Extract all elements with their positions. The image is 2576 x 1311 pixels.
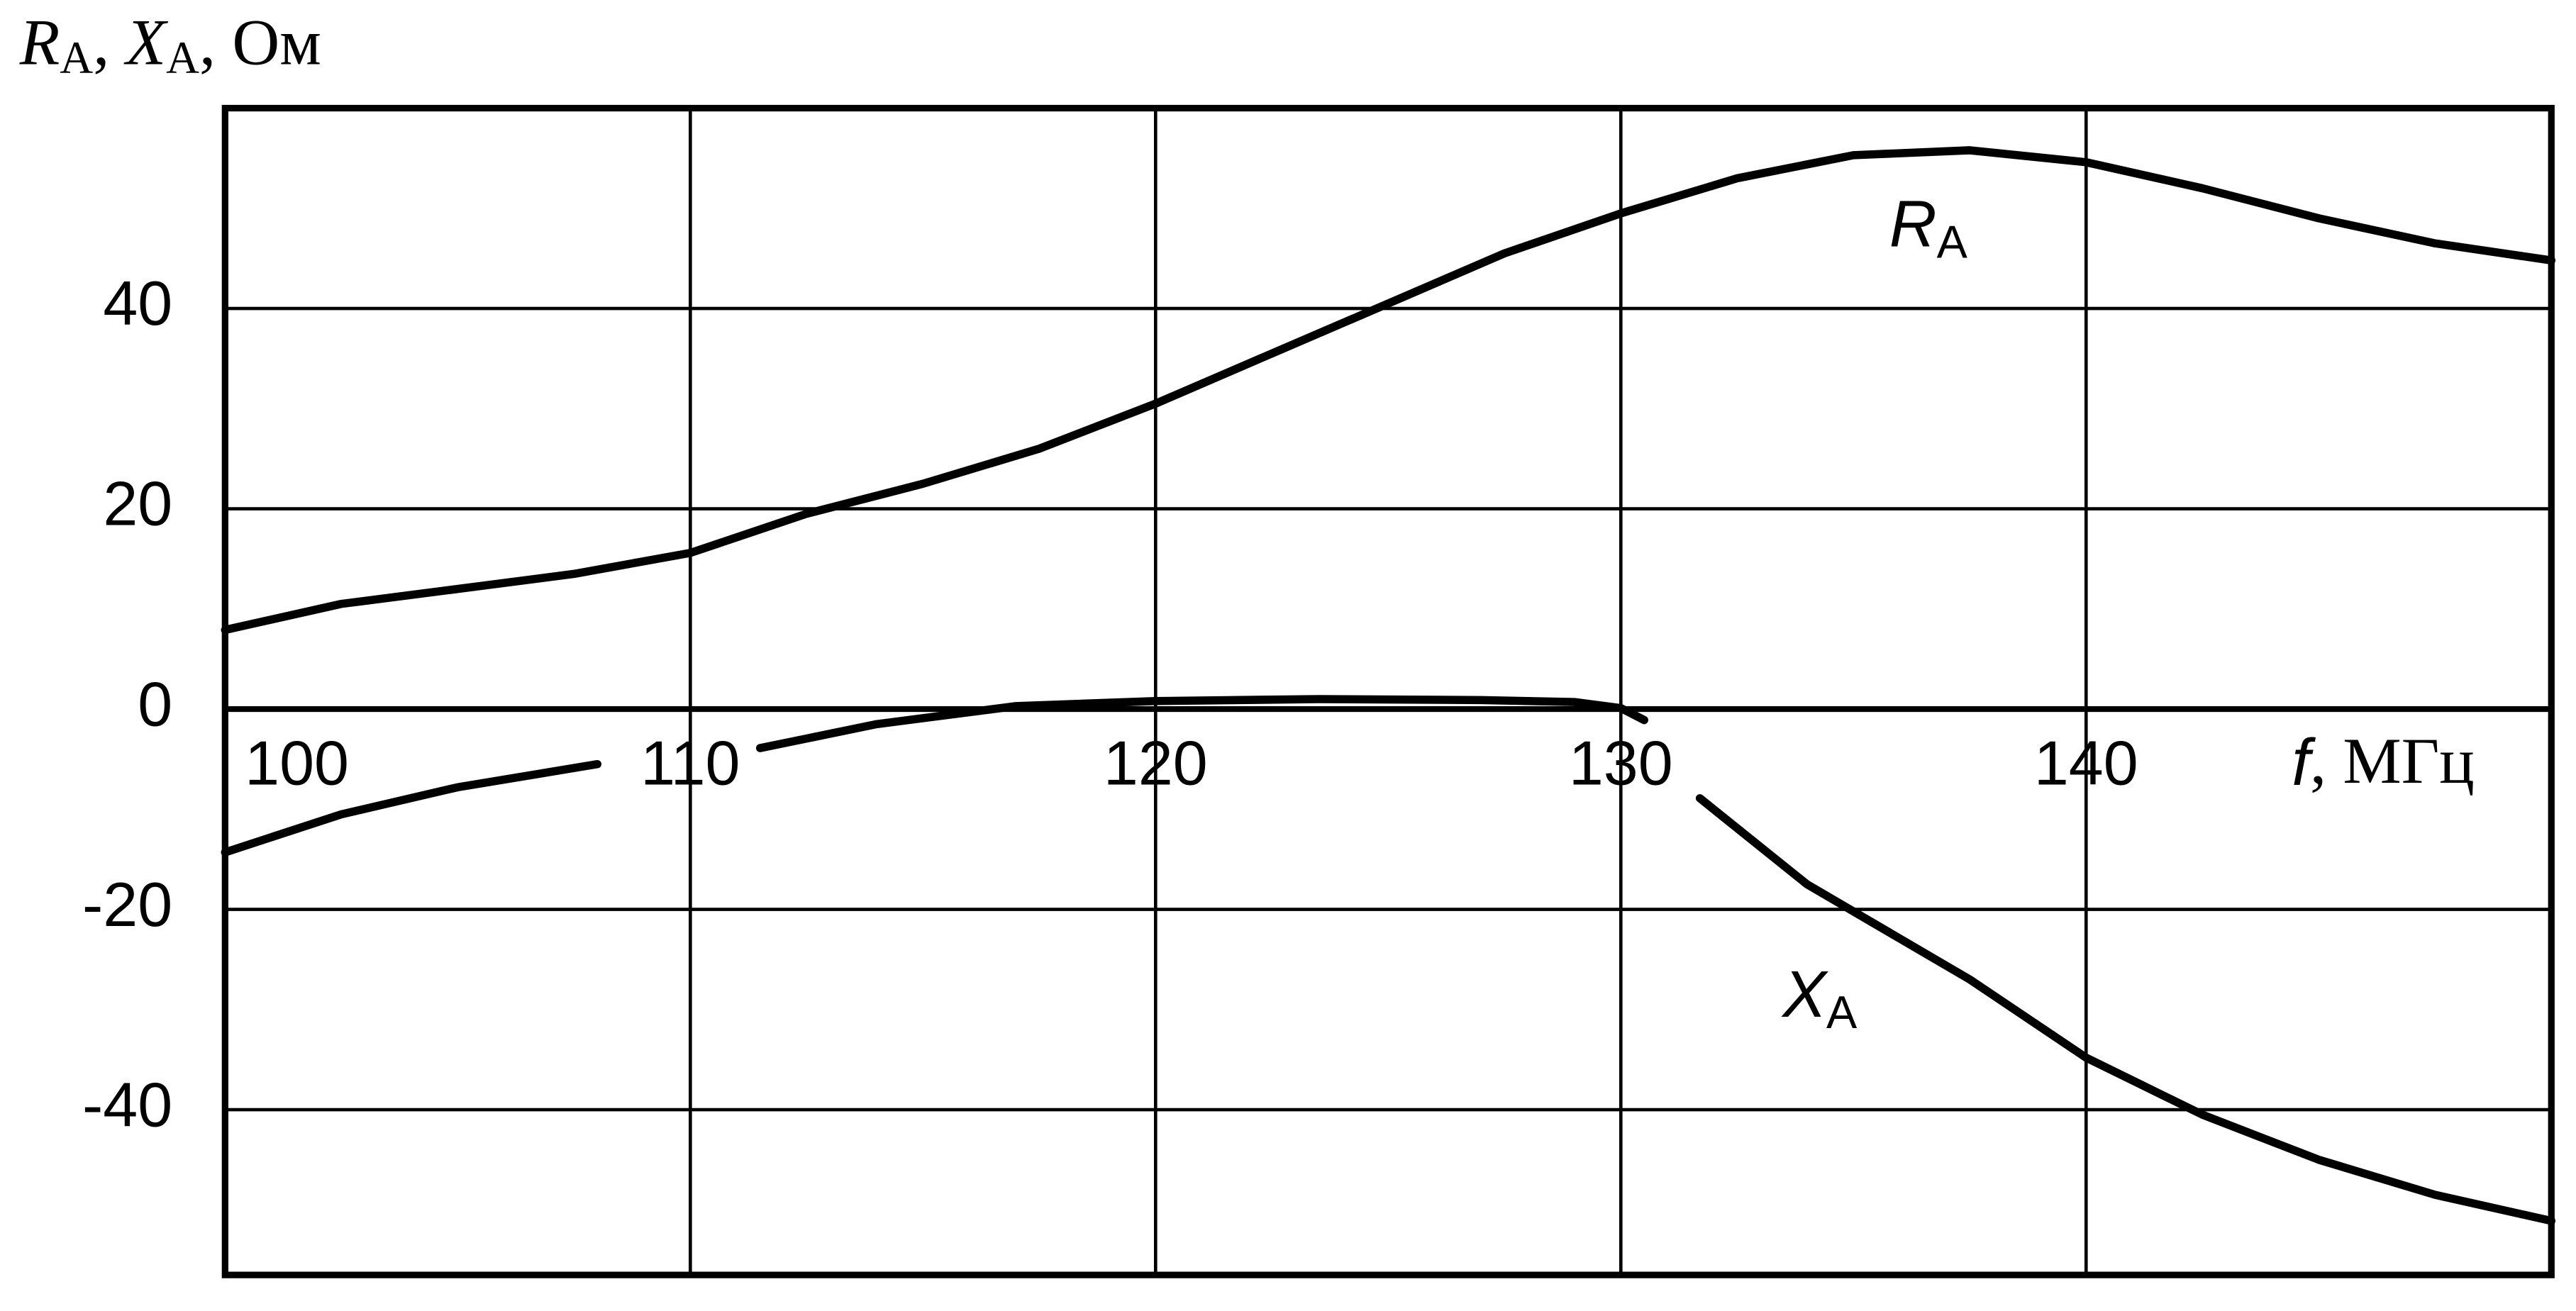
series-line: [221, 146, 2556, 635]
y-tick-label: -20: [82, 869, 172, 939]
x-tick-label: 100: [245, 728, 349, 798]
x-tick-label: 110: [640, 728, 740, 798]
y-tick-label: 40: [103, 268, 172, 338]
y-axis-title-part: , Ом: [199, 7, 321, 79]
y-axis-title-part: ,: [93, 7, 126, 79]
y-axis-title-part: R: [19, 7, 60, 79]
x-tick-label: 130: [1569, 728, 1673, 798]
y-tick-label: 20: [103, 469, 172, 539]
y-axis-title-part: А: [166, 33, 199, 84]
series-name: R: [1889, 187, 1937, 261]
x-tick-label: 120: [1104, 728, 1208, 798]
series-name: X: [1781, 957, 1828, 1031]
series-name-sub: А: [1937, 216, 1968, 268]
y-axis-title-part: X: [123, 7, 169, 79]
series-name-sub: А: [1826, 986, 1858, 1038]
series-line: [221, 695, 2556, 1225]
y-tick-label: 0: [138, 669, 172, 739]
x-axis-title-part: , МГц: [2310, 726, 2475, 798]
y-axis-title-part: А: [60, 33, 93, 84]
plot-frame: [221, 104, 2555, 1278]
x-axis-title: f, МГц: [2292, 726, 2475, 800]
series-label: XА: [1781, 957, 1858, 1038]
series-label: RА: [1889, 187, 1968, 268]
y-tick-label: -40: [82, 1069, 172, 1139]
x-tick-label: 140: [2034, 728, 2138, 798]
y-axis-title: RА, XА, Ом: [19, 7, 321, 84]
